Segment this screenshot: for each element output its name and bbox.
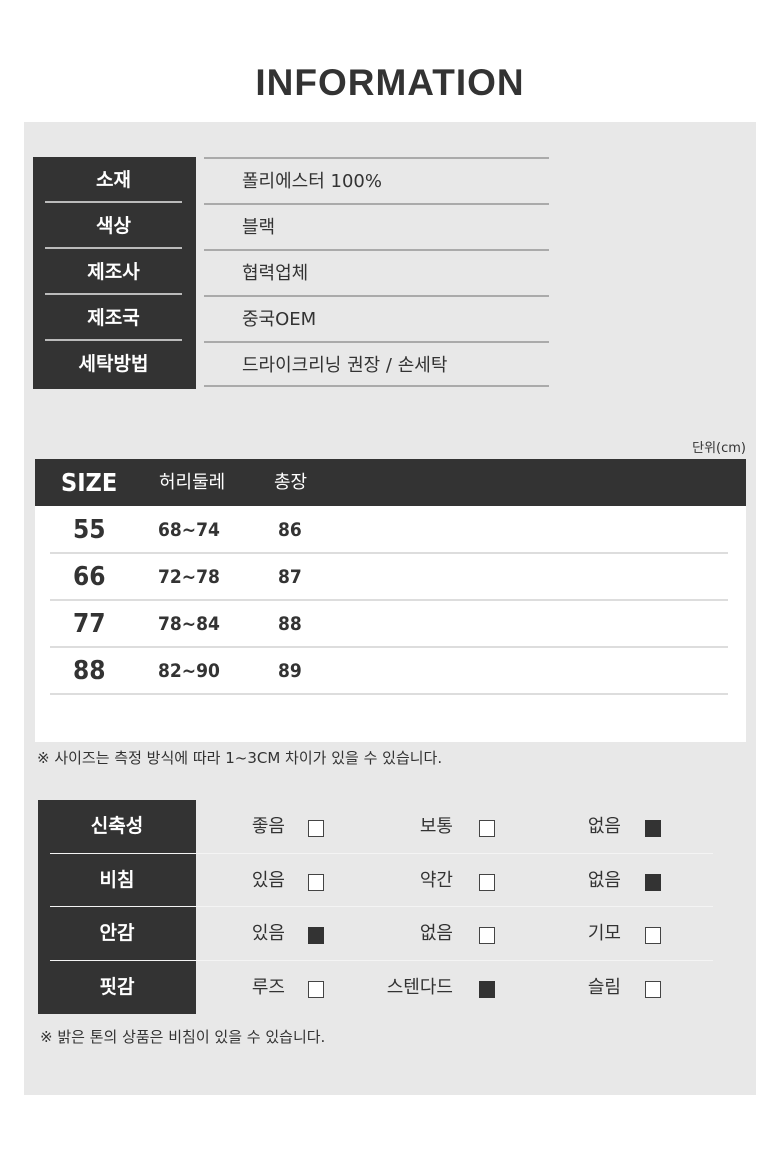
- info-value: 블랙: [204, 203, 549, 249]
- unchecked-box-icon: [308, 873, 324, 891]
- unchecked-box-icon: [645, 980, 661, 998]
- checked-box-icon: [308, 927, 324, 944]
- feature-note: ※ 밝은 톤의 상품은 비침이 있을 수 있습니다.: [40, 1028, 326, 1046]
- unchecked-box-icon: [479, 820, 495, 837]
- info-value: 협력업체: [204, 249, 549, 295]
- info-label: 색상: [45, 203, 182, 249]
- option-label: 약간: [419, 869, 453, 891]
- table-row: 66 72~78 87: [50, 554, 728, 601]
- table-row: 88 82~90 89: [50, 648, 728, 695]
- cell-waist: 82~90: [158, 660, 220, 682]
- option-label: 루즈: [251, 976, 285, 998]
- option-label: 보통: [419, 816, 453, 837]
- feature-row: 있음 약간 없음: [50, 854, 713, 907]
- cell-size: 66: [73, 562, 106, 592]
- option-label: 있음: [251, 923, 285, 944]
- size-table-body: 55 68~74 86 66 72~78 87 77 78~84 88 88 82~90 89: [35, 506, 746, 742]
- cell-size: 77: [73, 609, 106, 639]
- cell-size: 55: [73, 515, 106, 545]
- feature-label: 신축성: [90, 815, 144, 837]
- feature-row: 좋음 보통 없음: [50, 800, 713, 854]
- feature-label: 비침: [99, 868, 135, 891]
- info-label: 소재: [45, 157, 182, 203]
- info-value: 중국OEM: [204, 295, 549, 341]
- feature-row: 루즈 스텐다드 슬림: [50, 961, 713, 1015]
- option-label: 슬림: [587, 976, 621, 998]
- info-label: 제조사: [45, 249, 182, 295]
- header-size: SIZE: [61, 468, 118, 497]
- cell-waist: 78~84: [158, 613, 220, 635]
- feature-label: 핏감: [99, 975, 135, 998]
- cell-length: 88: [278, 613, 302, 635]
- option-label: 기모: [587, 923, 621, 944]
- checked-box-icon: [645, 873, 661, 891]
- unchecked-box-icon: [479, 927, 495, 944]
- unchecked-box-icon: [308, 820, 324, 837]
- option-label: 스텐다드: [386, 976, 453, 998]
- option-label: 좋음: [251, 816, 285, 837]
- option-label: 없음: [587, 869, 621, 891]
- table-row: 77 78~84 88: [50, 601, 728, 648]
- cell-size: 88: [73, 656, 106, 686]
- cell-length: 87: [278, 566, 302, 588]
- header-waist: 허리둘레: [159, 472, 226, 493]
- checked-box-icon: [479, 980, 495, 998]
- info-value: 드라이크리닝 권장 / 손세탁: [204, 341, 549, 387]
- cell-length: 89: [278, 660, 302, 682]
- page-title: INFORMATION: [255, 62, 525, 103]
- option-label: 없음: [419, 923, 453, 944]
- info-label: 제조국: [45, 295, 182, 341]
- cell-length: 86: [278, 519, 302, 541]
- table-row: 55 68~74 86: [50, 507, 728, 554]
- feature-label: 안감: [99, 922, 135, 944]
- unit-label: 단위(cm): [692, 441, 746, 456]
- checked-box-icon: [645, 820, 661, 837]
- option-label: 없음: [587, 816, 621, 837]
- option-label: 있음: [251, 869, 285, 891]
- size-table-header: SIZE 허리둘레 총장: [35, 459, 746, 506]
- unchecked-box-icon: [308, 980, 324, 998]
- cell-waist: 68~74: [158, 519, 220, 541]
- info-label: 세탁방법: [78, 353, 149, 375]
- size-note: ※ 사이즈는 측정 방식에 따라 1~3CM 차이가 있을 수 있습니다.: [37, 749, 443, 767]
- feature-row: 있음 없음 기모: [50, 907, 713, 961]
- info-value: 폴리에스터 100%: [204, 157, 549, 203]
- header-length: 총장: [274, 472, 308, 493]
- cell-waist: 72~78: [158, 566, 220, 588]
- unchecked-box-icon: [645, 927, 661, 944]
- unchecked-box-icon: [479, 873, 495, 891]
